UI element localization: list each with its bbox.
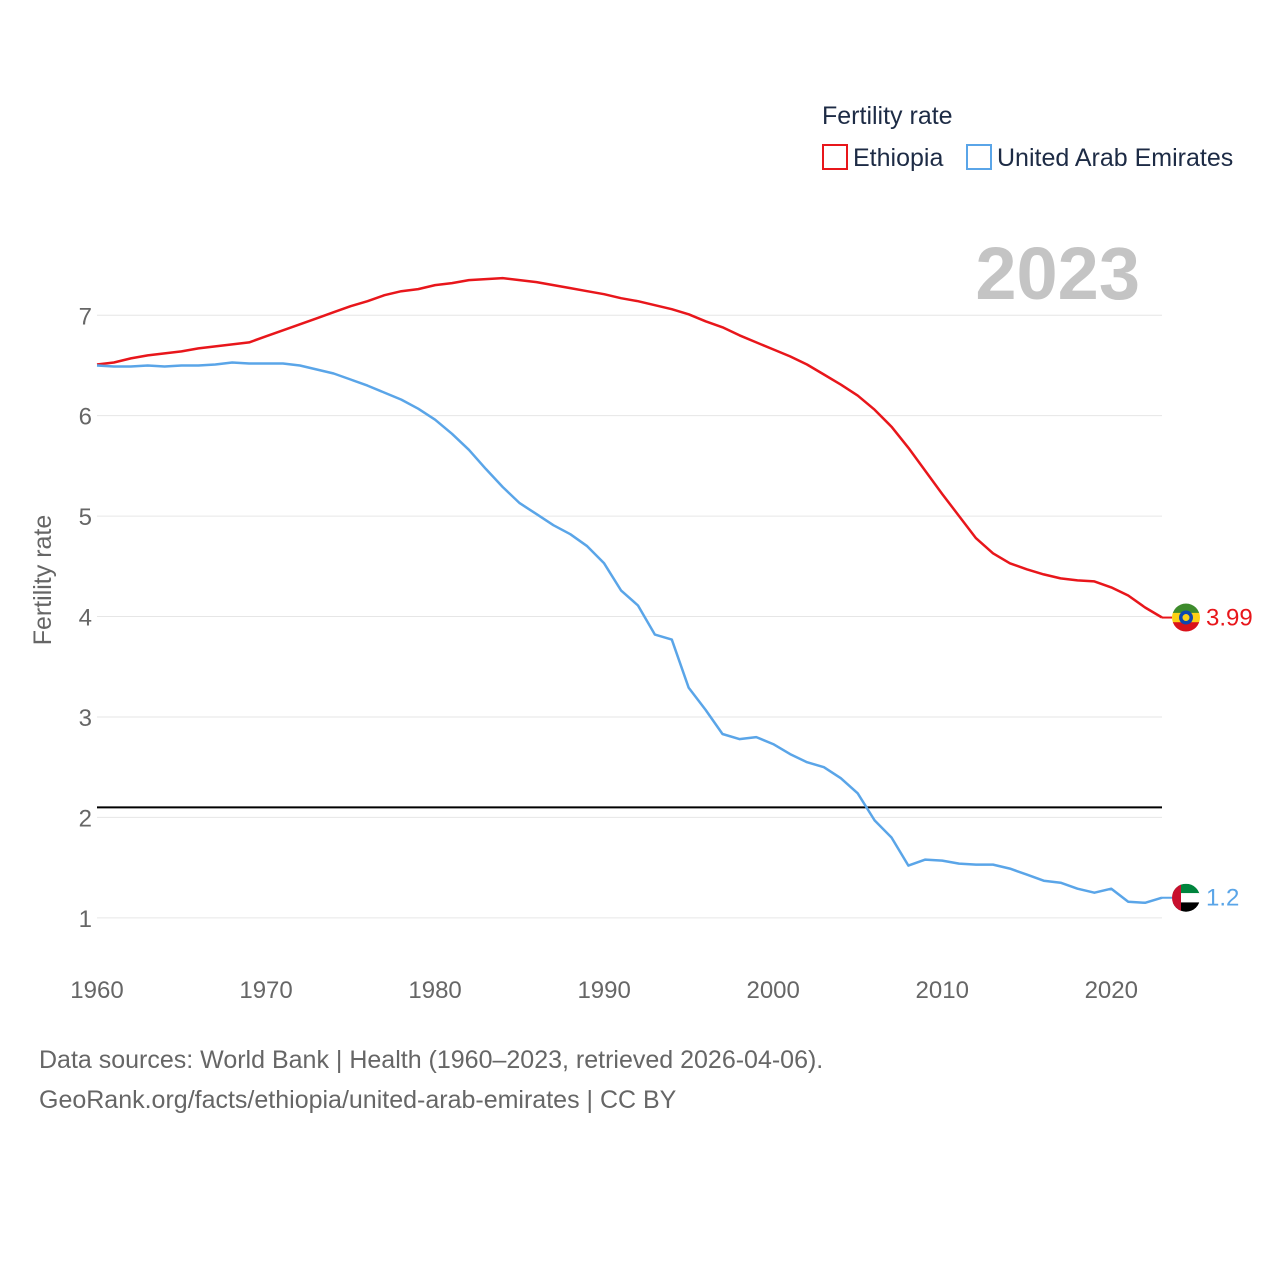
ethiopia-end-value: 3.99	[1206, 605, 1253, 632]
x-tick-label: 2010	[916, 977, 969, 1004]
y-axis-ticks: 1 2 3 4 5 6 7	[79, 303, 92, 933]
legend-item-uae[interactable]: United Arab Emirates	[966, 144, 1233, 172]
legend-swatch-ethiopia	[822, 144, 848, 170]
legend-item-ethiopia[interactable]: Ethiopia	[822, 144, 943, 172]
y-tick-label: 2	[79, 805, 92, 832]
y-tick-label: 4	[79, 605, 92, 632]
x-tick-label: 1990	[577, 977, 630, 1004]
uae-end-value: 1.2	[1206, 885, 1239, 912]
x-tick-label: 1980	[408, 977, 461, 1004]
legend[interactable]: Fertility rate Ethiopia United Arab Emir…	[822, 102, 1233, 172]
grid-layer	[97, 314, 1162, 919]
y-tick-label: 7	[79, 303, 92, 330]
y-tick-label: 1	[79, 906, 92, 933]
ethiopia-flag-icon	[1172, 603, 1200, 632]
x-tick-label: 2000	[746, 977, 799, 1004]
x-axis-ticks: 1960 1970 1980 1990 2000 2010 2020	[70, 977, 1138, 1004]
y-tick-label: 3	[79, 705, 92, 732]
current-year-label: 2023	[975, 232, 1140, 315]
x-tick-label: 1970	[239, 977, 292, 1004]
source-line-1: Data sources: World Bank | Health (1960–…	[39, 1046, 823, 1074]
source-line-2[interactable]: GeoRank.org/facts/ethiopia/united-arab-e…	[39, 1086, 677, 1114]
legend-label-ethiopia: Ethiopia	[853, 144, 943, 172]
uae-flag-icon	[1172, 883, 1200, 912]
series-line-ethiopia[interactable]	[96, 276, 1163, 619]
x-tick-label: 2020	[1085, 977, 1138, 1004]
legend-label-uae: United Arab Emirates	[997, 144, 1233, 172]
y-tick-label: 5	[79, 504, 92, 531]
y-tick-label: 6	[79, 404, 92, 431]
x-tick-label: 1960	[70, 977, 123, 1004]
y-axis-title: Fertility rate	[29, 515, 57, 646]
legend-swatch-uae	[966, 144, 992, 170]
series-layer	[96, 276, 1172, 905]
series-line-uae[interactable]	[96, 361, 1163, 905]
legend-title: Fertility rate	[822, 102, 953, 130]
